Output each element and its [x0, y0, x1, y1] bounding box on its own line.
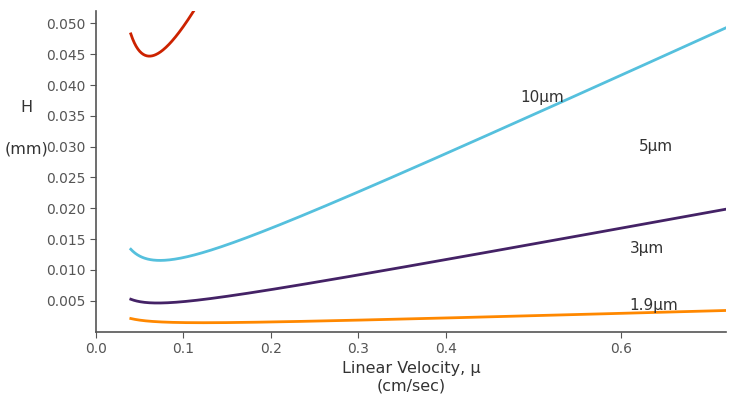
Text: (mm): (mm) — [4, 141, 49, 156]
Text: 3μm: 3μm — [629, 241, 664, 256]
Text: 1.9μm: 1.9μm — [629, 298, 678, 313]
Text: 10μm: 10μm — [520, 90, 564, 105]
X-axis label: Linear Velocity, μ
(cm/sec): Linear Velocity, μ (cm/sec) — [341, 362, 481, 394]
Text: 5μm: 5μm — [638, 139, 672, 154]
Text: H: H — [21, 100, 32, 115]
